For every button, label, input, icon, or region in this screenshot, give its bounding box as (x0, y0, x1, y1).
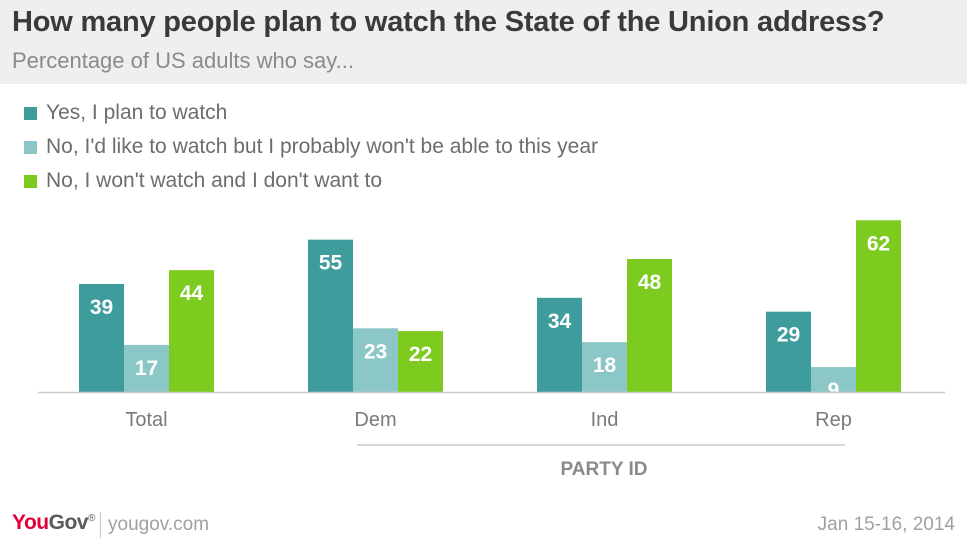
bar (856, 220, 901, 392)
legend-item-wont-watch: No, I won't watch and I don't want to (24, 164, 598, 198)
legend-label: Yes, I plan to watch (46, 101, 228, 124)
bar-value-label: 55 (319, 252, 343, 275)
x-tick-label: Dem (354, 409, 396, 431)
x-tick-label: Ind (591, 409, 619, 431)
bar (811, 367, 856, 392)
bar (353, 328, 398, 392)
bar-value-label: 18 (593, 354, 617, 377)
legend-swatch (24, 174, 37, 188)
bar (308, 239, 353, 392)
legend: Yes, I plan to watch No, I'd like to wat… (24, 96, 598, 198)
legend-swatch (24, 106, 37, 120)
chart-subtitle: Percentage of US adults who say... (12, 48, 354, 73)
legend-item-yes: Yes, I plan to watch (24, 96, 598, 130)
bar-value-label: 44 (180, 282, 204, 305)
legend-item-would-like: No, I'd like to watch but I probably won… (24, 130, 598, 164)
bar (627, 259, 672, 392)
bar-value-label: 9 (828, 379, 840, 402)
legend-label: No, I won't watch and I don't want to (46, 169, 383, 192)
group-label: PARTY ID (561, 459, 648, 480)
x-tick-label: Total (125, 409, 167, 431)
chart-title: How many people plan to watch the State … (12, 6, 885, 38)
header: How many people plan to watch the State … (0, 0, 967, 84)
yougov-logo: YouGov® (12, 511, 95, 534)
bar (398, 331, 443, 392)
bar-value-label: 23 (364, 340, 387, 363)
bar (582, 342, 627, 392)
bar (124, 344, 169, 392)
bar (169, 270, 214, 392)
bar-value-label: 39 (90, 296, 113, 319)
bar-value-label: 22 (409, 343, 432, 366)
footer-date: Jan 15-16, 2014 (817, 514, 955, 535)
bar (766, 311, 811, 392)
bar-value-label: 17 (135, 357, 158, 380)
bar-value-label: 48 (638, 271, 662, 294)
legend-label: No, I'd like to watch but I probably won… (46, 135, 598, 158)
bar-value-label: 29 (777, 324, 800, 347)
bar (79, 283, 124, 392)
x-tick-label: Rep (815, 409, 852, 431)
bar-value-label: 62 (867, 232, 890, 255)
bar-value-label: 34 (548, 310, 572, 333)
footer-site: yougov.com (108, 514, 210, 535)
footer-divider (100, 512, 101, 538)
bar-chart: 39 17 44 Total 55 23 22 Dem 34 18 48 Ind 29 9 62 Rep PAR… (38, 220, 945, 480)
bar (537, 297, 582, 392)
legend-swatch (24, 140, 37, 154)
